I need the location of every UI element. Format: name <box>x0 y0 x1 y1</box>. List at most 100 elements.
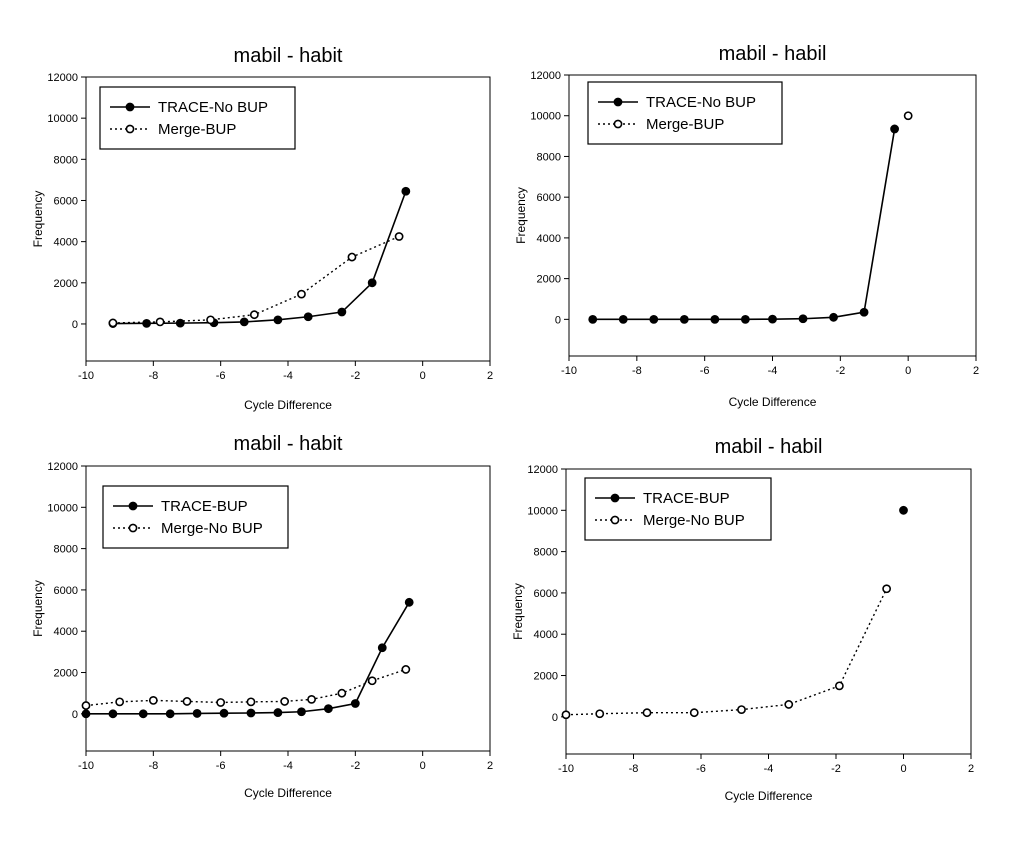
x-tick-label: -8 <box>632 365 642 377</box>
data-point <box>899 505 908 515</box>
data-point <box>367 278 377 288</box>
y-axis-label: Frequency <box>31 191 45 248</box>
y-tick-label: 2000 <box>54 668 78 680</box>
data-point <box>347 252 357 262</box>
panel-bottom-left: mabil - habit -10 -8 -6 -4 -2 0 2 0 2000 4000 6000 8… <box>31 433 493 800</box>
data-point <box>903 111 913 121</box>
y-tick-label: 12000 <box>47 461 78 473</box>
legend: TRACE-BUP Merge-No BUP <box>102 485 289 549</box>
y-tick-label: 0 <box>72 319 78 331</box>
series-2 <box>108 232 404 328</box>
series-2 <box>81 665 411 710</box>
data-point <box>595 709 605 719</box>
legend: TRACE-No BUP Merge-BUP <box>587 81 783 145</box>
legend-marker <box>125 102 135 112</box>
x-axis-label: Cycle Difference <box>244 786 332 800</box>
y-axis-label: Frequency <box>31 580 45 637</box>
x-tick-label: -2 <box>835 365 845 377</box>
x-tick-label: -10 <box>78 760 94 772</box>
legend-label: TRACE-BUP <box>161 498 248 515</box>
data-point <box>737 705 746 714</box>
data-point <box>108 318 118 328</box>
series-1 <box>588 124 899 324</box>
x-tick-label: 0 <box>420 760 426 772</box>
legend-label: Merge-BUP <box>646 116 724 133</box>
data-point <box>206 315 215 325</box>
data-point <box>249 310 259 320</box>
series-2 <box>561 584 892 720</box>
data-point <box>108 709 118 719</box>
data-point <box>404 597 414 607</box>
data-point <box>890 124 899 134</box>
legend-label: TRACE-No BUP <box>158 99 268 116</box>
data-point <box>377 643 387 653</box>
y-tick-label: 0 <box>552 712 558 724</box>
x-tick-label: -2 <box>831 763 841 775</box>
data-point <box>642 708 652 718</box>
data-point <box>401 665 411 674</box>
x-tick-label: -10 <box>558 763 574 775</box>
legend-box <box>102 485 289 549</box>
legend-box <box>587 81 783 145</box>
y-tick-label: 10000 <box>530 111 561 123</box>
y-tick-label: 2000 <box>54 278 78 290</box>
data-point <box>649 314 659 324</box>
y-tick-label: 2000 <box>534 671 558 683</box>
y-tick-label: 8000 <box>54 544 78 556</box>
legend-marker <box>125 124 135 134</box>
legend: TRACE-No BUP Merge-BUP <box>99 86 296 150</box>
data-point <box>834 681 844 691</box>
data-point <box>155 317 165 327</box>
chart-title: mabil - habit <box>234 45 343 67</box>
chart-title: mabil - habil <box>719 43 827 65</box>
y-axis-label: Frequency <box>514 187 528 244</box>
legend-marker <box>613 119 623 129</box>
series-line <box>112 190 407 325</box>
series-2 <box>903 111 913 121</box>
x-tick-label: -2 <box>350 760 360 772</box>
series-line <box>565 588 888 716</box>
legend-marker <box>610 493 620 503</box>
series-line <box>592 128 896 321</box>
y-tick-label: 12000 <box>527 464 558 476</box>
legend-label: Merge-No BUP <box>161 520 263 537</box>
legend-marker <box>128 523 138 533</box>
x-tick-label: 2 <box>968 763 974 775</box>
data-point <box>148 696 158 705</box>
y-tick-label: 6000 <box>537 192 561 204</box>
data-point <box>337 688 347 698</box>
x-tick-label: -4 <box>764 763 774 775</box>
data-point <box>679 314 689 324</box>
data-point <box>115 697 125 707</box>
x-tick-label: 2 <box>973 365 979 377</box>
data-point <box>219 708 229 718</box>
y-tick-label: 2000 <box>537 274 561 286</box>
data-point <box>784 700 794 709</box>
data-point <box>618 314 628 324</box>
y-tick-label: 10000 <box>527 505 558 517</box>
y-tick-label: 12000 <box>47 72 78 84</box>
panel-top-right: mabil - habil -10 -8 -6 -4 -2 0 2 0 2000 4000 6000 8… <box>514 43 979 409</box>
data-point <box>740 314 750 324</box>
data-point <box>367 676 377 686</box>
panel-top-left: mabil - habit -10 -8 -6 -4 -2 0 2 0 2000 4000 6000 8… <box>31 45 493 412</box>
x-tick-label: -10 <box>561 365 577 377</box>
data-point <box>216 698 226 707</box>
y-tick-label: 6000 <box>54 585 78 597</box>
y-tick-label: 8000 <box>537 151 561 163</box>
data-point <box>303 312 313 322</box>
y-tick-label: 4000 <box>54 237 78 249</box>
x-tick-label: -8 <box>148 370 158 382</box>
series-1 <box>899 505 908 515</box>
data-point <box>81 701 91 710</box>
data-point <box>182 697 192 706</box>
legend-marker <box>613 97 623 107</box>
x-tick-label: 0 <box>420 370 426 382</box>
x-tick-label: -4 <box>283 370 293 382</box>
x-tick-label: -6 <box>700 365 710 377</box>
y-axis-label: Frequency <box>511 583 525 640</box>
data-point <box>138 709 148 719</box>
data-point <box>297 289 306 299</box>
data-point <box>142 318 151 328</box>
x-tick-label: -8 <box>629 763 639 775</box>
